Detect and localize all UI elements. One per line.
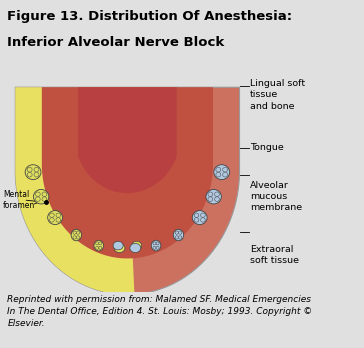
- Ellipse shape: [99, 242, 102, 245]
- Ellipse shape: [35, 192, 40, 197]
- Ellipse shape: [94, 240, 103, 251]
- Ellipse shape: [76, 231, 80, 234]
- Ellipse shape: [56, 213, 61, 218]
- Text: Mental
foramen: Mental foramen: [3, 190, 35, 210]
- Ellipse shape: [178, 231, 182, 234]
- Ellipse shape: [73, 236, 76, 239]
- Ellipse shape: [201, 213, 205, 218]
- Text: Extraoral
soft tissue: Extraoral soft tissue: [250, 245, 299, 265]
- Ellipse shape: [215, 197, 219, 201]
- Ellipse shape: [50, 218, 54, 222]
- Ellipse shape: [132, 241, 142, 250]
- Ellipse shape: [76, 236, 80, 239]
- Ellipse shape: [50, 213, 54, 218]
- Ellipse shape: [33, 189, 49, 204]
- Ellipse shape: [192, 211, 207, 224]
- Ellipse shape: [34, 172, 39, 177]
- Ellipse shape: [216, 167, 221, 172]
- Ellipse shape: [34, 167, 39, 172]
- Ellipse shape: [156, 246, 159, 250]
- Ellipse shape: [113, 241, 123, 250]
- Text: Alveolar
mucous
membrane: Alveolar mucous membrane: [250, 181, 302, 212]
- Ellipse shape: [208, 192, 213, 197]
- Ellipse shape: [153, 246, 156, 250]
- Ellipse shape: [194, 218, 199, 222]
- Text: Tongue: Tongue: [250, 143, 284, 152]
- Ellipse shape: [56, 218, 61, 222]
- Polygon shape: [42, 87, 213, 259]
- Ellipse shape: [114, 243, 125, 253]
- Text: Reprinted with permission from: Malamed SF. Medical Emergencies
In The Dental Of: Reprinted with permission from: Malamed …: [7, 295, 313, 329]
- Ellipse shape: [73, 231, 76, 234]
- Ellipse shape: [25, 165, 41, 180]
- Ellipse shape: [27, 172, 32, 177]
- Text: Inferior Alveolar Nerve Block: Inferior Alveolar Nerve Block: [7, 36, 225, 49]
- Ellipse shape: [175, 231, 178, 234]
- Ellipse shape: [48, 211, 63, 224]
- Ellipse shape: [216, 172, 221, 177]
- Ellipse shape: [201, 218, 205, 222]
- Ellipse shape: [173, 229, 184, 241]
- Ellipse shape: [99, 246, 102, 250]
- Text: Lingual soft
tissue
and bone: Lingual soft tissue and bone: [250, 79, 305, 111]
- Ellipse shape: [223, 167, 228, 172]
- Ellipse shape: [215, 192, 219, 197]
- Ellipse shape: [153, 242, 156, 245]
- Ellipse shape: [42, 192, 47, 197]
- Ellipse shape: [71, 229, 82, 241]
- Ellipse shape: [35, 197, 40, 201]
- Ellipse shape: [178, 236, 182, 239]
- Polygon shape: [15, 87, 134, 294]
- Text: Figure 13. Distribution Of Anesthesia:: Figure 13. Distribution Of Anesthesia:: [7, 10, 292, 23]
- Ellipse shape: [214, 165, 230, 180]
- Ellipse shape: [151, 240, 161, 251]
- Ellipse shape: [96, 242, 99, 245]
- Ellipse shape: [130, 243, 141, 253]
- Ellipse shape: [27, 167, 32, 172]
- Ellipse shape: [208, 197, 213, 201]
- Ellipse shape: [194, 213, 199, 218]
- Ellipse shape: [156, 242, 159, 245]
- Ellipse shape: [175, 236, 178, 239]
- Polygon shape: [15, 87, 240, 294]
- Ellipse shape: [206, 189, 221, 204]
- Ellipse shape: [42, 197, 47, 201]
- Ellipse shape: [223, 172, 228, 177]
- Ellipse shape: [96, 246, 99, 250]
- Polygon shape: [78, 87, 177, 193]
